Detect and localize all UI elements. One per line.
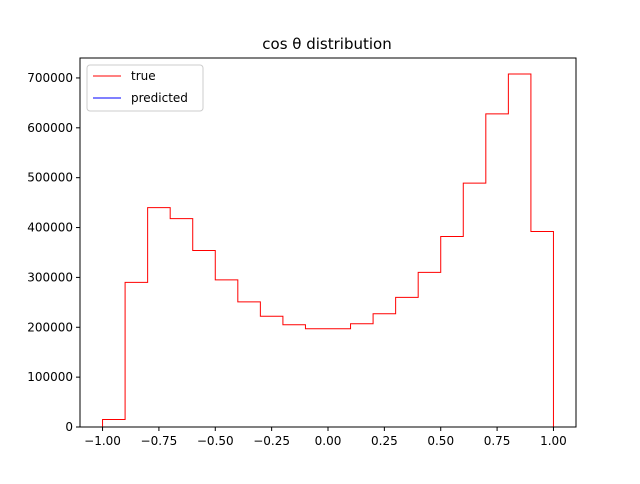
x-tick-label: 1.00 [540, 434, 567, 448]
y-tick-label: 600000 [27, 121, 73, 135]
chart-title: cos θ distribution [262, 35, 391, 53]
legend: true predicted [86, 64, 204, 112]
x-tick-label: 0.50 [427, 434, 454, 448]
y-tick-label: 300000 [27, 270, 73, 284]
series-layer [102, 73, 554, 428]
x-tick-label: −0.75 [141, 434, 178, 448]
y-tick-label: 100000 [27, 370, 73, 384]
y-tick-label: 700000 [27, 71, 73, 85]
x-tick-label: 0.25 [371, 434, 398, 448]
x-tick-label: −0.25 [253, 434, 290, 448]
y-tick-label: 0 [65, 420, 73, 434]
x-tick-label: 0.00 [315, 434, 342, 448]
x-tick-label: −1.00 [84, 434, 121, 448]
y-tick-label: 400000 [27, 221, 73, 235]
x-tick-label: 0.75 [484, 434, 511, 448]
y-axis: 0 100000 200000 300000 400000 500000 600000 700… [27, 71, 80, 434]
x-axis: −1.00 −0.75 −0.50 −0.25 0.00 0.25 0.50 0.75 1.00 [84, 427, 567, 448]
series-true-line [102, 73, 554, 427]
legend-label-true: true [131, 69, 156, 83]
y-tick-label: 200000 [27, 320, 73, 334]
x-tick-label: −0.50 [197, 434, 234, 448]
legend-label-predicted: predicted [131, 91, 188, 105]
y-tick-label: 500000 [27, 171, 73, 185]
